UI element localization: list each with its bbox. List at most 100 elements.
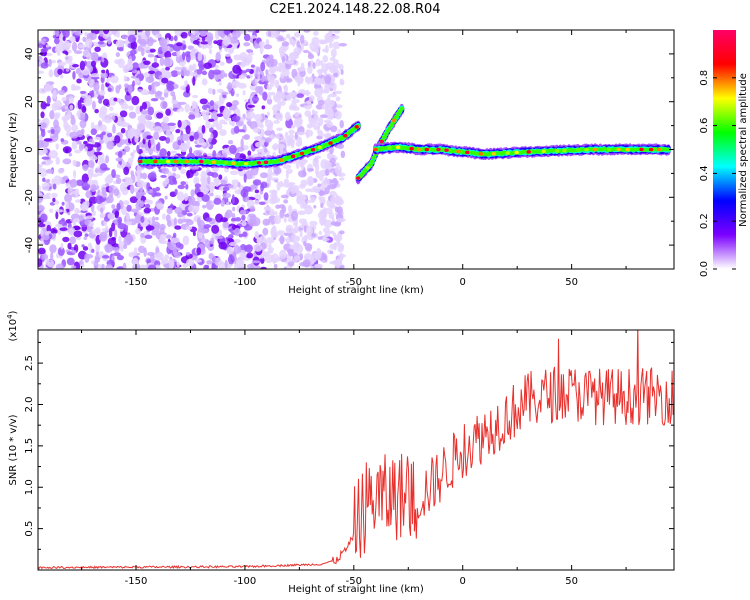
noise-blob bbox=[211, 110, 219, 121]
noise-blob bbox=[319, 216, 326, 226]
noise-blob bbox=[79, 90, 87, 95]
noise-blob bbox=[211, 262, 216, 269]
noise-blob bbox=[229, 170, 239, 176]
noise-blob bbox=[276, 127, 283, 132]
noise-blob bbox=[132, 149, 137, 154]
noise-blob bbox=[323, 178, 330, 185]
noise-blob bbox=[328, 65, 338, 74]
noise-blob bbox=[99, 212, 106, 218]
noise-blob bbox=[333, 234, 343, 242]
noise-blob bbox=[123, 166, 130, 176]
noise-blob bbox=[308, 51, 312, 57]
noise-blob bbox=[335, 96, 341, 102]
noise-blob bbox=[334, 110, 342, 120]
noise-blob bbox=[226, 102, 233, 108]
noise-blob bbox=[50, 251, 54, 262]
noise-blob bbox=[63, 222, 68, 226]
noise-blob bbox=[72, 169, 77, 179]
noise-blob bbox=[240, 188, 249, 198]
x-axis-label: Height of straight line (km) bbox=[288, 584, 424, 595]
noise-blob bbox=[170, 150, 177, 154]
noise-blob bbox=[153, 192, 162, 197]
noise-blob bbox=[227, 237, 234, 242]
noise-blob bbox=[194, 259, 202, 263]
noise-blob bbox=[266, 98, 273, 105]
noise-blob bbox=[78, 215, 84, 222]
noise-blob bbox=[283, 232, 290, 236]
noise-blob bbox=[314, 87, 323, 98]
noise-blob bbox=[252, 127, 261, 133]
noise-blob bbox=[206, 107, 210, 114]
noise-blob bbox=[180, 67, 187, 77]
noise-blob bbox=[337, 129, 342, 134]
noise-blob bbox=[177, 119, 182, 128]
noise-blob bbox=[82, 186, 88, 191]
noise-blob bbox=[115, 52, 121, 58]
noise-blob bbox=[266, 250, 274, 254]
noise-blob bbox=[162, 213, 166, 220]
noise-blob bbox=[180, 168, 186, 175]
noise-blob bbox=[202, 204, 207, 209]
noise-blob bbox=[165, 137, 171, 144]
noise-blob bbox=[203, 62, 213, 69]
ridge-hotspot bbox=[436, 147, 441, 152]
noise-blob bbox=[55, 156, 60, 165]
noise-blob bbox=[117, 223, 127, 230]
noise-blob bbox=[286, 142, 292, 147]
noise-blob bbox=[124, 93, 132, 102]
noise-blob bbox=[63, 121, 69, 129]
noise-blob bbox=[71, 265, 77, 269]
noise-blob bbox=[294, 111, 300, 118]
noise-blob bbox=[186, 212, 193, 217]
noise-blob bbox=[144, 199, 151, 204]
noise-blob bbox=[111, 236, 117, 241]
noise-blob bbox=[329, 41, 333, 49]
noise-blob bbox=[276, 230, 286, 236]
noise-blob bbox=[208, 118, 215, 123]
noise-blob bbox=[84, 32, 88, 37]
noise-blob bbox=[272, 257, 276, 265]
noise-blob bbox=[76, 140, 82, 145]
noise-blob bbox=[83, 236, 88, 241]
noise-blob bbox=[85, 215, 94, 220]
noise-blob bbox=[278, 37, 285, 42]
ridge-hotspot bbox=[562, 148, 567, 153]
noise-blob bbox=[328, 93, 337, 98]
noise-blob bbox=[197, 51, 203, 62]
noise-blob bbox=[69, 131, 79, 139]
ridge-hotspot bbox=[387, 146, 392, 150]
noise-blob bbox=[129, 184, 135, 194]
noise-blob bbox=[58, 89, 65, 96]
noise-blob bbox=[91, 100, 96, 110]
noise-blob bbox=[108, 106, 114, 111]
colorbar-tick-label: 0.2 bbox=[699, 213, 710, 229]
noise-blob bbox=[101, 255, 110, 259]
noise-blob bbox=[84, 233, 89, 237]
noise-blob bbox=[272, 211, 278, 216]
noise-blob bbox=[324, 103, 330, 114]
noise-blob bbox=[177, 139, 182, 146]
noise-blob bbox=[50, 128, 55, 135]
ridge-upper-branch bbox=[381, 135, 387, 139]
noise-blob bbox=[176, 42, 183, 47]
noise-blob bbox=[38, 118, 41, 123]
noise-blob bbox=[221, 91, 229, 96]
noise-blob bbox=[245, 244, 253, 253]
ridge-hotspot bbox=[606, 147, 612, 152]
noise-blob bbox=[52, 197, 56, 203]
noise-blob bbox=[265, 119, 273, 128]
noise-blob bbox=[304, 205, 314, 215]
noise-blob bbox=[219, 119, 226, 125]
noise-blob bbox=[316, 171, 320, 179]
noise-blob bbox=[288, 91, 296, 98]
noise-blob bbox=[167, 240, 177, 251]
noise-blob bbox=[336, 217, 345, 223]
ridge-hotspot bbox=[153, 159, 158, 164]
noise-blob bbox=[266, 237, 275, 244]
noise-blob bbox=[160, 100, 168, 110]
noise-blob bbox=[122, 262, 127, 269]
y-tick-label: 0 bbox=[24, 146, 35, 152]
noise-blob bbox=[201, 70, 208, 76]
noise-blob bbox=[140, 110, 149, 115]
noise-blob bbox=[294, 255, 301, 261]
